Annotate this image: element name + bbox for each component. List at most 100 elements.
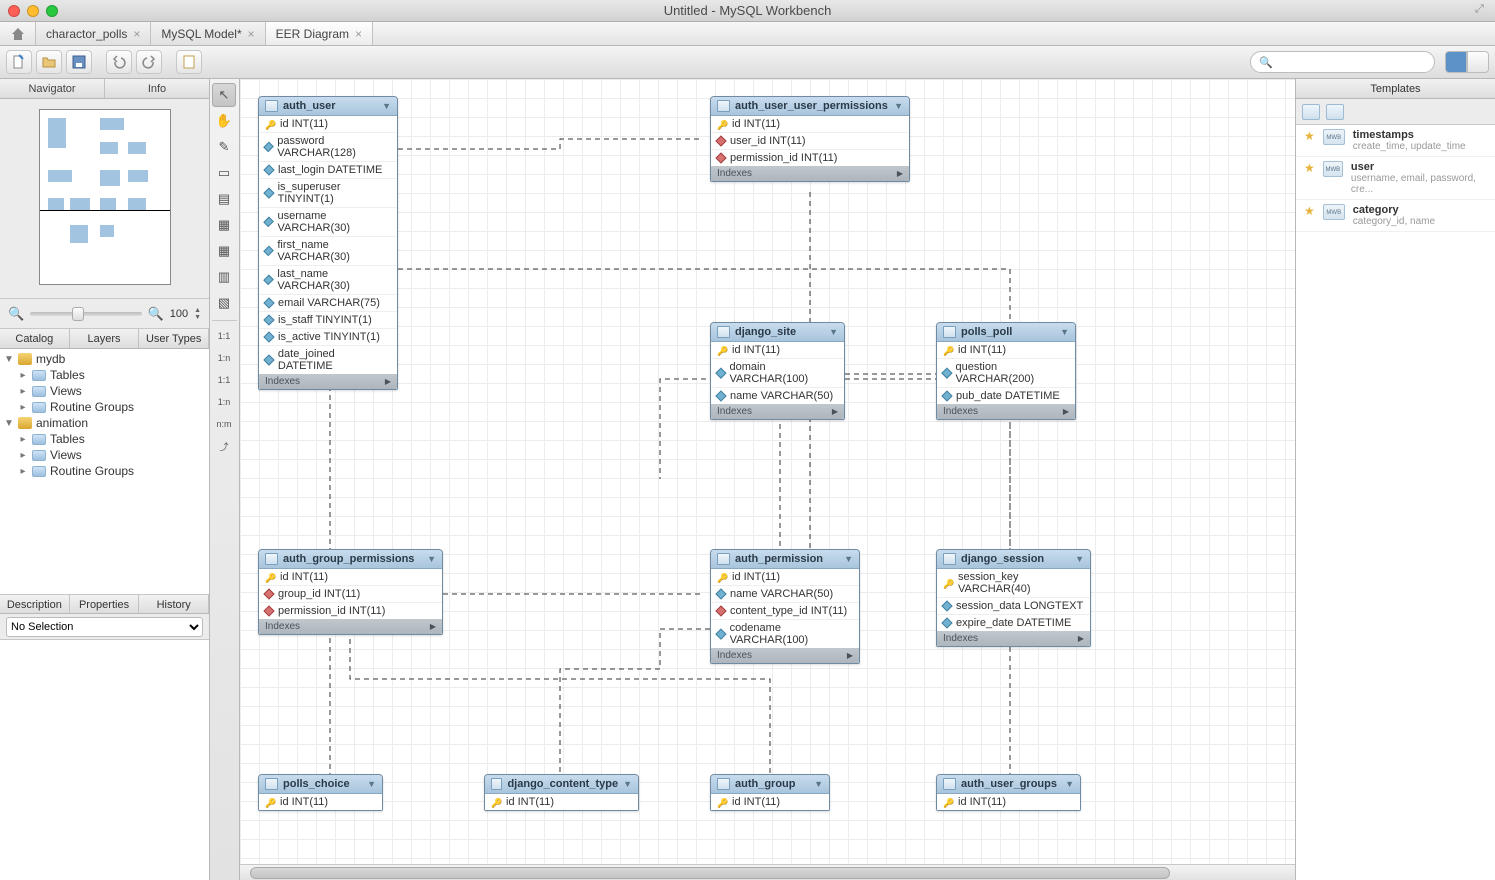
column-row[interactable]: expire_date DATETIME (937, 615, 1090, 631)
column-row[interactable]: question VARCHAR(200) (937, 359, 1075, 388)
template-item[interactable]: ★ MWB category category_id, name (1296, 200, 1495, 232)
tree-node[interactable]: ▸Views (0, 447, 209, 463)
open-file-button[interactable] (36, 50, 62, 74)
chevron-down-icon[interactable]: ▼ (1065, 779, 1074, 789)
navigator-preview[interactable] (0, 99, 209, 299)
minimize-window-icon[interactable] (27, 5, 39, 17)
horizontal-scrollbar[interactable] (240, 864, 1295, 880)
document-tab[interactable]: EER Diagram× (266, 22, 373, 45)
column-row[interactable]: user_id INT(11) (711, 133, 909, 150)
home-tab[interactable] (0, 22, 36, 45)
entity-header[interactable]: polls_choice ▼ (259, 775, 382, 794)
column-row[interactable]: email VARCHAR(75) (259, 295, 397, 312)
tool-routine[interactable]: ▧ (212, 291, 236, 315)
chevron-down-icon[interactable]: ▼ (844, 554, 853, 564)
chevron-down-icon[interactable]: ▼ (814, 779, 823, 789)
tab-properties[interactable]: Properties (70, 595, 140, 613)
column-row[interactable]: name VARCHAR(50) (711, 586, 859, 603)
column-row[interactable]: is_superuser TINYINT(1) (259, 179, 397, 208)
indexes-row[interactable]: Indexes ▶ (937, 631, 1090, 646)
entity-header[interactable]: django_site ▼ (711, 323, 844, 342)
tree-node[interactable]: ▸Views (0, 383, 209, 399)
column-row[interactable]: is_staff TINYINT(1) (259, 312, 397, 329)
tool-layer[interactable]: ▭ (212, 161, 236, 185)
fullscreen-icon[interactable]: ⤢ (1475, 3, 1491, 19)
toggle-left-panel[interactable] (1445, 51, 1467, 73)
entity-polls_poll[interactable]: polls_poll ▼ id INT(11) question VARCHAR… (936, 322, 1076, 420)
tool-eraser[interactable]: ✎ (212, 135, 236, 159)
tool-rel11b[interactable]: 1:1 (212, 370, 236, 390)
save-file-button[interactable] (66, 50, 92, 74)
column-row[interactable]: permission_id INT(11) (259, 603, 442, 619)
tree-node[interactable]: ▸Routine Groups (0, 399, 209, 415)
entity-polls_choice[interactable]: polls_choice ▼ id INT(11) (258, 774, 383, 811)
tool-rel11[interactable]: 1:1 (212, 326, 236, 346)
column-row[interactable]: last_name VARCHAR(30) (259, 266, 397, 295)
tool-note[interactable]: ▤ (212, 187, 236, 211)
entity-auth_user_user_permissions[interactable]: auth_user_user_permissions ▼ id INT(11) … (710, 96, 910, 182)
indexes-row[interactable]: Indexes ▶ (711, 648, 859, 663)
close-tab-icon[interactable]: × (248, 27, 255, 41)
entity-header[interactable]: auth_user_groups ▼ (937, 775, 1080, 794)
column-row[interactable]: permission_id INT(11) (711, 150, 909, 166)
tool-view[interactable]: ▥ (212, 265, 236, 289)
column-row[interactable]: id INT(11) (711, 794, 829, 810)
column-row[interactable]: session_key VARCHAR(40) (937, 569, 1090, 598)
search-input[interactable]: 🔍 (1250, 51, 1435, 73)
column-row[interactable]: id INT(11) (711, 342, 844, 359)
tab-layers[interactable]: Layers (70, 329, 140, 348)
chevron-down-icon[interactable]: ▼ (1060, 327, 1069, 337)
entity-header[interactable]: auth_user_user_permissions ▼ (711, 97, 909, 116)
entity-auth_user_groups[interactable]: auth_user_groups ▼ id INT(11) (936, 774, 1081, 811)
redo-button[interactable] (136, 50, 162, 74)
tab-description[interactable]: Description (0, 595, 70, 613)
column-row[interactable]: session_data LONGTEXT (937, 598, 1090, 615)
column-row[interactable]: id INT(11) (937, 794, 1080, 810)
column-row[interactable]: pub_date DATETIME (937, 388, 1075, 404)
eer-canvas[interactable]: auth_user ▼ id INT(11) password VARCHAR(… (240, 79, 1295, 864)
toggle-right-panel[interactable] (1467, 51, 1489, 73)
entity-auth_user[interactable]: auth_user ▼ id INT(11) password VARCHAR(… (258, 96, 398, 390)
close-window-icon[interactable] (8, 5, 20, 17)
template-tool-2[interactable] (1326, 104, 1344, 120)
template-tool-1[interactable] (1302, 104, 1320, 120)
tool-relnm[interactable]: n:m (212, 414, 236, 434)
chevron-down-icon[interactable]: ▼ (427, 554, 436, 564)
tree-node[interactable]: ▼animation (0, 415, 209, 431)
tab-navigator[interactable]: Navigator (0, 79, 105, 98)
entity-header[interactable]: auth_group_permissions ▼ (259, 550, 442, 569)
tab-info[interactable]: Info (105, 79, 209, 98)
chevron-down-icon[interactable]: ▼ (623, 779, 632, 789)
column-row[interactable]: id INT(11) (259, 569, 442, 586)
column-row[interactable]: codename VARCHAR(100) (711, 620, 859, 648)
indexes-row[interactable]: Indexes ▶ (711, 404, 844, 419)
selection-dropdown[interactable]: No Selection (6, 617, 203, 637)
tree-node[interactable]: ▼mydb (0, 351, 209, 367)
chevron-down-icon[interactable]: ▼ (367, 779, 376, 789)
tab-usertypes[interactable]: User Types (139, 329, 209, 348)
tool-rel1n[interactable]: 1:n (212, 348, 236, 368)
column-row[interactable]: username VARCHAR(30) (259, 208, 397, 237)
entity-header[interactable]: auth_permission ▼ (711, 550, 859, 569)
tree-node[interactable]: ▸Tables (0, 431, 209, 447)
tool-relplace[interactable]: ⤴ (212, 436, 236, 456)
entity-header[interactable]: django_content_type ▼ (485, 775, 638, 794)
tree-node[interactable]: ▸Routine Groups (0, 463, 209, 479)
zoom-in-icon[interactable]: 🔍 (148, 306, 164, 322)
column-row[interactable]: domain VARCHAR(100) (711, 359, 844, 388)
column-row[interactable]: name VARCHAR(50) (711, 388, 844, 404)
chevron-down-icon[interactable]: ▼ (1075, 554, 1084, 564)
chevron-down-icon[interactable]: ▼ (829, 327, 838, 337)
column-row[interactable]: id INT(11) (485, 794, 638, 810)
zoom-slider[interactable] (30, 312, 141, 316)
zoom-stepper[interactable]: ▲▼ (194, 307, 201, 321)
chevron-down-icon[interactable]: ▼ (894, 101, 903, 111)
indexes-row[interactable]: Indexes ▶ (259, 374, 397, 389)
column-row[interactable]: last_login DATETIME (259, 162, 397, 179)
template-item[interactable]: ★ MWB user username, email, password, cr… (1296, 157, 1495, 200)
tab-history[interactable]: History (139, 595, 209, 613)
tool-hand[interactable]: ✋ (212, 109, 236, 133)
indexes-row[interactable]: Indexes ▶ (259, 619, 442, 634)
entity-header[interactable]: django_session ▼ (937, 550, 1090, 569)
column-row[interactable]: is_active TINYINT(1) (259, 329, 397, 346)
